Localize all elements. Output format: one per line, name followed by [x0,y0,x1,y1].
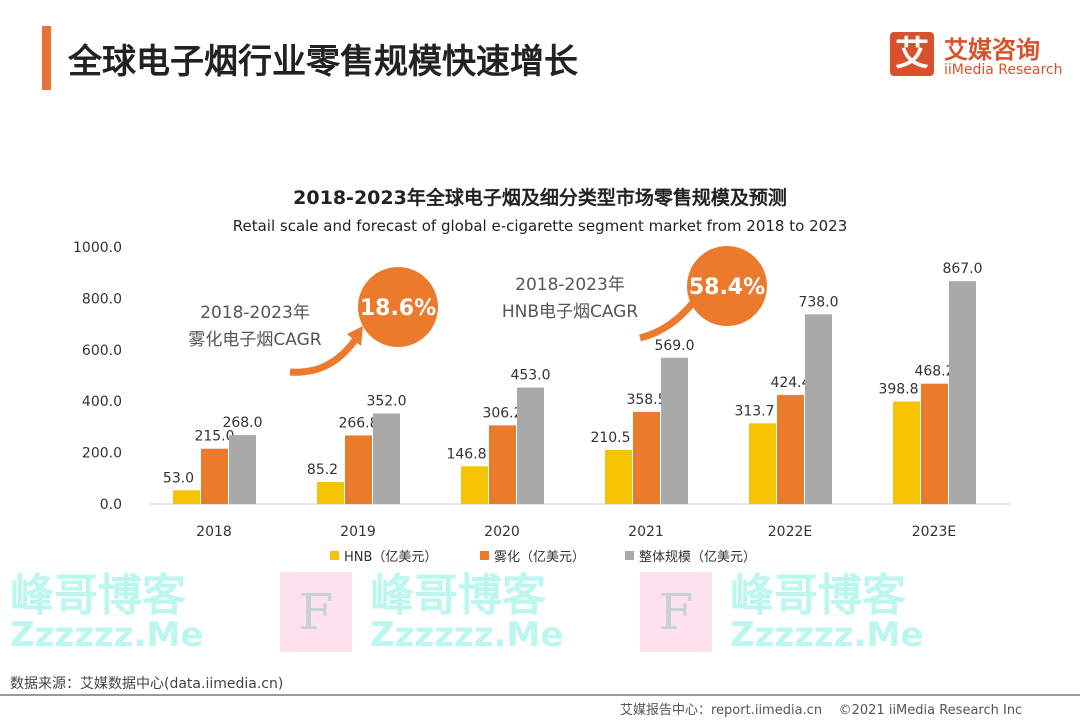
y-tick-label: 0.0 [100,497,122,513]
x-tick-label: 2019 [340,524,376,540]
data-label: 569.0 [654,338,694,354]
cagr-arrow-icon [639,297,698,342]
bar-2023E-0 [893,401,920,504]
legend-label: HNB（亿美元） [344,550,437,565]
bar-2021-2 [661,357,688,504]
bar-2018-2 [229,435,256,504]
logo-icon: 艾 [890,32,934,76]
bar-2021-0 [605,449,632,504]
watermark-mark: F [640,572,712,652]
data-label: 313.7 [734,403,774,419]
bar-2018-1 [201,448,228,504]
bar-2019-0 [317,482,344,504]
logo-text-cn: 艾媒咨询 [944,36,1040,64]
x-tick-label: 2022E [768,524,812,540]
x-tick-label: 2020 [484,524,520,540]
bar-2022E-0 [749,423,776,504]
legend-swatch [625,551,634,560]
bar-2019-1 [345,435,372,504]
watermark-text: 峰哥博客 Zzzzzz.Me [10,570,204,655]
page-title: 全球电子烟行业零售规模快速增长 [68,42,578,82]
x-tick-label: 2018 [196,524,232,540]
cagr-label: 雾化电子烟CAGR [188,330,321,350]
legend-swatch [480,551,489,560]
bar-2018-0 [173,490,200,504]
cagr-label: 2018-2023年 [515,275,625,295]
watermark-text: 峰哥博客 Zzzzzz.Me [370,570,564,655]
copyright: ©2021 iiMedia Research Inc [838,703,1023,718]
title-accent-bar [42,26,51,90]
chart-title: 2018-2023年全球电子烟及细分类型市场零售规模及预测 [293,187,787,209]
legend-label: 整体规模（亿美元） [639,550,756,565]
y-tick-label: 400.0 [82,394,122,410]
data-label: 266.8 [338,415,378,431]
data-label: 398.8 [878,382,918,398]
data-label: 215.0 [194,429,234,445]
report-center-link[interactable]: 艾媒报告中心：report.iimedia.cn [620,703,823,718]
cagr-value: 18.6% [360,296,436,321]
bar-2020-1 [489,425,516,504]
footer-credits: 艾媒报告中心：report.iimedia.cn ©2021 iiMedia R… [620,699,1022,718]
y-tick-label: 200.0 [82,446,122,462]
logo-text-en: iiMedia Research [944,62,1063,78]
data-label: 268.0 [222,415,262,431]
bar-2022E-1 [777,394,804,504]
legend-swatch [330,551,339,560]
data-label: 738.0 [798,294,838,310]
cagr-value: 58.4% [689,275,765,300]
bar-2022E-2 [805,314,832,504]
bar-2019-2 [373,413,400,504]
chart-subtitle: Retail scale and forecast of global e-ci… [232,217,848,235]
cagr-badge [358,267,438,347]
bar-2023E-2 [949,281,976,504]
data-label: 85.2 [307,462,338,478]
x-tick-label: 2023E [912,524,956,540]
data-label: 53.0 [163,470,194,486]
arrow-head-icon [347,326,363,346]
data-label: 453.0 [510,368,550,384]
x-tick-label: 2021 [628,524,664,540]
data-label: 867.0 [942,261,982,277]
data-label: 358.5 [626,392,666,408]
watermark-text: 峰哥博客 Zzzzzz.Me [730,570,924,655]
cagr-arrow-icon [289,337,358,376]
y-tick-label: 800.0 [82,291,122,307]
bar-2020-0 [461,466,488,504]
bar-2021-1 [633,411,660,504]
data-label: 146.8 [446,446,486,462]
data-label: 468.2 [914,364,954,380]
data-source: 数据来源：艾媒数据中心(data.iimedia.cn) [10,676,284,692]
data-label: 352.0 [366,394,406,410]
cagr-label: 2018-2023年 [200,303,310,323]
data-label: 306.2 [482,405,522,421]
cagr-badge [687,246,767,326]
cagr-label: HNB电子烟CAGR [502,302,639,322]
bar-2020-2 [517,387,544,504]
data-label: 424.4 [770,375,810,391]
y-tick-label: 600.0 [82,343,122,359]
legend-label: 雾化（亿美元） [494,550,585,565]
data-label: 210.5 [590,430,630,446]
y-tick-label: 1000.0 [73,240,122,256]
watermark-mark: F [280,572,352,652]
footer-divider [0,694,1080,696]
bar-2023E-1 [921,383,948,504]
